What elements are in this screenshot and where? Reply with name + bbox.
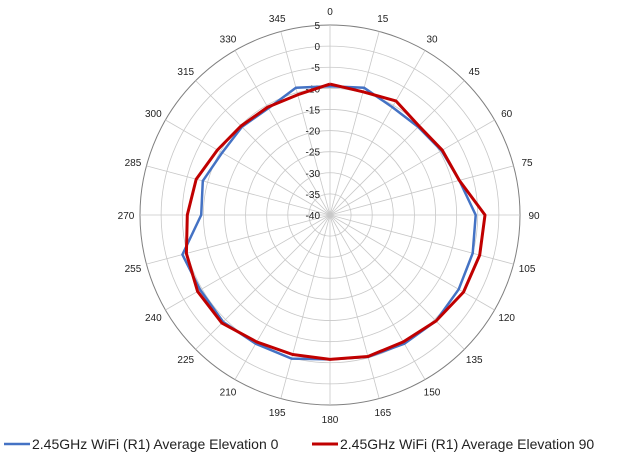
radial-tick-label: -35 [306, 190, 321, 201]
radial-tick-label: -20 [306, 127, 321, 138]
angle-label: 210 [220, 388, 237, 399]
grid-spoke [280, 214, 331, 399]
angle-label: 135 [466, 355, 483, 366]
angle-label: 285 [125, 158, 142, 169]
angle-label: 180 [322, 415, 339, 426]
angle-label: 120 [498, 313, 515, 324]
series-line-2 [184, 82, 487, 361]
grid-spoke [146, 165, 331, 216]
grid-spoke [329, 214, 495, 311]
angle-label: 150 [424, 388, 441, 399]
data-series [181, 82, 487, 361]
radial-tick-label: -15 [306, 105, 321, 116]
polar-grid [139, 24, 521, 406]
angle-label: 30 [426, 34, 438, 45]
legend-label-series-1: 2.45GHz WiFi (R1) Average Elevation 0 [32, 436, 279, 452]
angle-label: 105 [519, 264, 536, 275]
legend-label-series-2: 2.45GHz WiFi (R1) Average Elevation 90 [340, 436, 594, 452]
angle-label: 165 [374, 408, 391, 419]
radial-tick-label: -25 [306, 148, 321, 159]
angle-label: 90 [528, 211, 540, 222]
grid-spoke [234, 214, 331, 380]
grid-spoke [234, 50, 331, 216]
angle-label: 315 [177, 67, 194, 78]
angle-label: 345 [269, 14, 286, 25]
angle-label: 330 [220, 34, 237, 45]
grid-spoke [329, 80, 465, 216]
grid-spoke [329, 214, 380, 399]
grid-spoke [146, 214, 331, 265]
angle-label: 225 [177, 355, 194, 366]
grid-spoke [329, 214, 426, 380]
angle-label: 0 [327, 7, 333, 18]
radial-tick-label: -5 [311, 63, 320, 74]
angle-label: 255 [125, 264, 142, 275]
grid-spoke [165, 119, 331, 216]
grid-spoke [329, 214, 465, 350]
radial-tick-label: 5 [314, 21, 320, 32]
angle-label: 75 [521, 158, 533, 169]
grid-spoke [329, 31, 380, 216]
angle-label: 15 [377, 14, 389, 25]
angle-label: 300 [145, 109, 162, 120]
radial-tick-label: 0 [314, 42, 320, 53]
radial-tick-labels: 50-5-10-15-20-25-30-35-40 [306, 21, 321, 222]
angle-label: 270 [118, 211, 135, 222]
angle-label: 60 [501, 109, 513, 120]
grid-spoke [195, 80, 331, 216]
grid-spoke [280, 31, 331, 216]
angle-label: 195 [269, 408, 286, 419]
radial-tick-label: -30 [306, 169, 321, 180]
grid-spoke [329, 50, 426, 216]
grid-spoke [329, 214, 514, 265]
legend: 2.45GHz WiFi (R1) Average Elevation 0 2.… [4, 436, 594, 452]
angle-label: 240 [145, 313, 162, 324]
grid-spoke [165, 214, 331, 311]
radial-tick-label: -40 [306, 211, 321, 222]
grid-spoke [195, 214, 331, 350]
angle-labels: 0 15 30 45 60 75 90 105 120 135 150 165 180 195 210 225… [118, 7, 540, 426]
grid-spoke [329, 165, 514, 216]
grid-spoke [329, 119, 495, 216]
angle-label: 45 [469, 67, 481, 78]
